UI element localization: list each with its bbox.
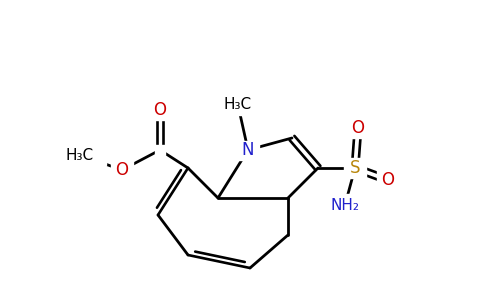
Bar — [111, 160, 133, 180]
Bar — [347, 118, 369, 138]
Bar — [237, 140, 259, 160]
Bar — [324, 194, 366, 216]
Text: O: O — [153, 101, 166, 119]
Text: O: O — [381, 171, 394, 189]
Text: H₃C: H₃C — [66, 148, 94, 163]
Bar — [54, 145, 106, 165]
Bar — [213, 95, 263, 115]
Text: H₃C: H₃C — [224, 98, 252, 112]
Text: O: O — [116, 161, 128, 179]
Text: S: S — [350, 159, 360, 177]
Bar — [149, 100, 171, 120]
Bar — [155, 145, 165, 155]
Bar — [377, 170, 399, 190]
Text: O: O — [351, 119, 364, 137]
Text: NH₂: NH₂ — [331, 197, 360, 212]
Bar — [344, 158, 366, 178]
Text: N: N — [242, 141, 254, 159]
